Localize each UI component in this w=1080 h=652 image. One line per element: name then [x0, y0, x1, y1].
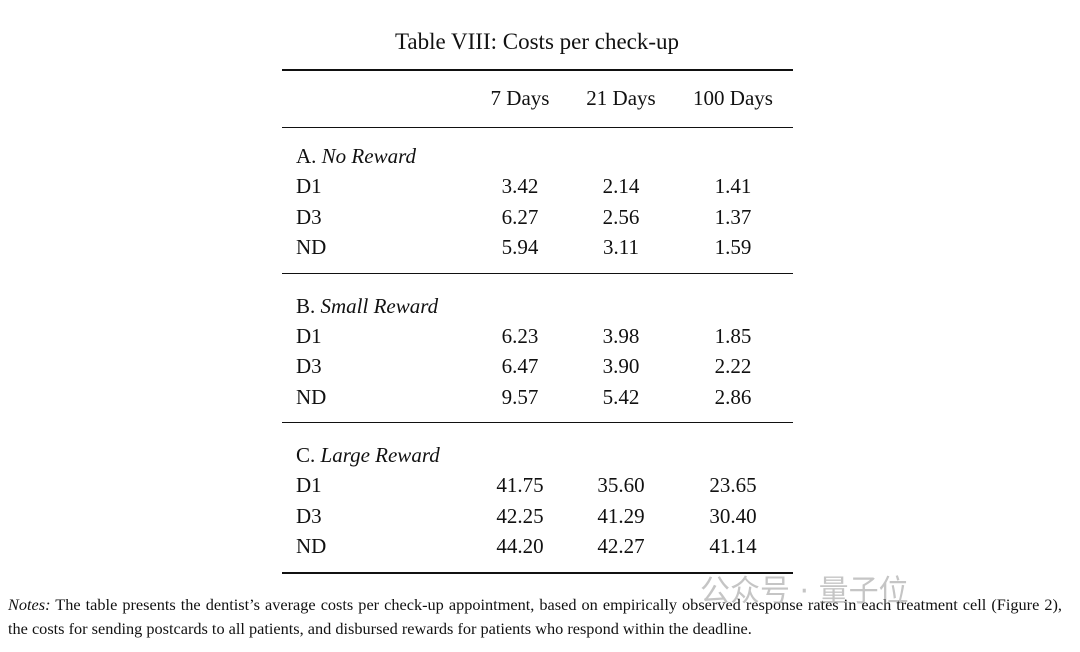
row-label: ND [296, 384, 327, 409]
section-letter: C. [296, 443, 316, 467]
cell-value: 2.14 [602, 174, 640, 198]
row-label: ND [296, 235, 327, 259]
cell-value: 42.25 [496, 503, 544, 528]
cell-value: 44.20 [496, 534, 544, 558]
cell-value: 2.56 [602, 204, 640, 229]
row-label: ND [296, 534, 327, 558]
section-rule [282, 422, 793, 423]
cell-value: 41.29 [597, 503, 645, 528]
cell-value: 2.22 [714, 354, 752, 378]
section-name: No Reward [321, 144, 416, 168]
cell-value: 1.41 [714, 174, 752, 198]
row-label: D3 [296, 204, 322, 229]
cell-value: 3.11 [603, 235, 639, 259]
cell-value: 1.37 [714, 204, 752, 229]
cell-value: 1.85 [714, 323, 752, 348]
row-label: D3 [296, 503, 322, 528]
row-label: D3 [296, 354, 322, 378]
cell-value: 3.42 [501, 174, 539, 198]
notes: Notes: The table presents the dentist’s … [8, 593, 1062, 641]
cell-value: 9.57 [501, 384, 539, 409]
cell-value: 35.60 [597, 473, 645, 497]
bottom-rule [282, 571, 793, 574]
section-name: Large Reward [320, 443, 440, 467]
row-label: D1 [296, 473, 322, 497]
cell-value: 5.94 [501, 235, 539, 259]
cell-value: 6.47 [501, 354, 539, 378]
cell-value: 3.98 [602, 323, 640, 348]
section-rule [282, 272, 793, 274]
notes-text: The table presents the dentist’s average… [8, 595, 1062, 638]
header-rule [282, 127, 793, 128]
cell-value: 42.27 [597, 534, 645, 558]
cell-value: 23.65 [709, 473, 757, 497]
watermark: 公众号 · 量子位 [700, 574, 909, 609]
row-label: D1 [296, 174, 322, 198]
notes-label: Notes: [8, 595, 51, 614]
section-name: Small Reward [320, 293, 439, 318]
section-header: B. Small Reward [296, 294, 438, 318]
section-header: C. Large Reward [296, 443, 440, 467]
column-header: 7 Days [490, 86, 550, 110]
row-label: D1 [296, 323, 322, 348]
column-header: 100 Days [693, 86, 773, 110]
cell-value: 6.27 [501, 204, 539, 229]
cell-value: 2.86 [714, 384, 752, 409]
cell-value: 3.90 [602, 354, 640, 378]
section-header: A. No Reward [296, 144, 416, 168]
cell-value: 30.40 [709, 503, 757, 528]
cell-value: 41.14 [709, 534, 757, 558]
cell-value: 6.23 [501, 323, 539, 348]
table-title: Table VIII: Costs per check-up [394, 29, 680, 54]
cell-value: 1.59 [714, 235, 752, 259]
cell-value: 41.75 [496, 473, 544, 497]
column-header: 21 Days [586, 86, 656, 110]
section-letter: B. [296, 293, 316, 318]
cell-value: 5.42 [602, 384, 640, 409]
top-rule [282, 69, 793, 71]
section-letter: A. [296, 144, 317, 168]
